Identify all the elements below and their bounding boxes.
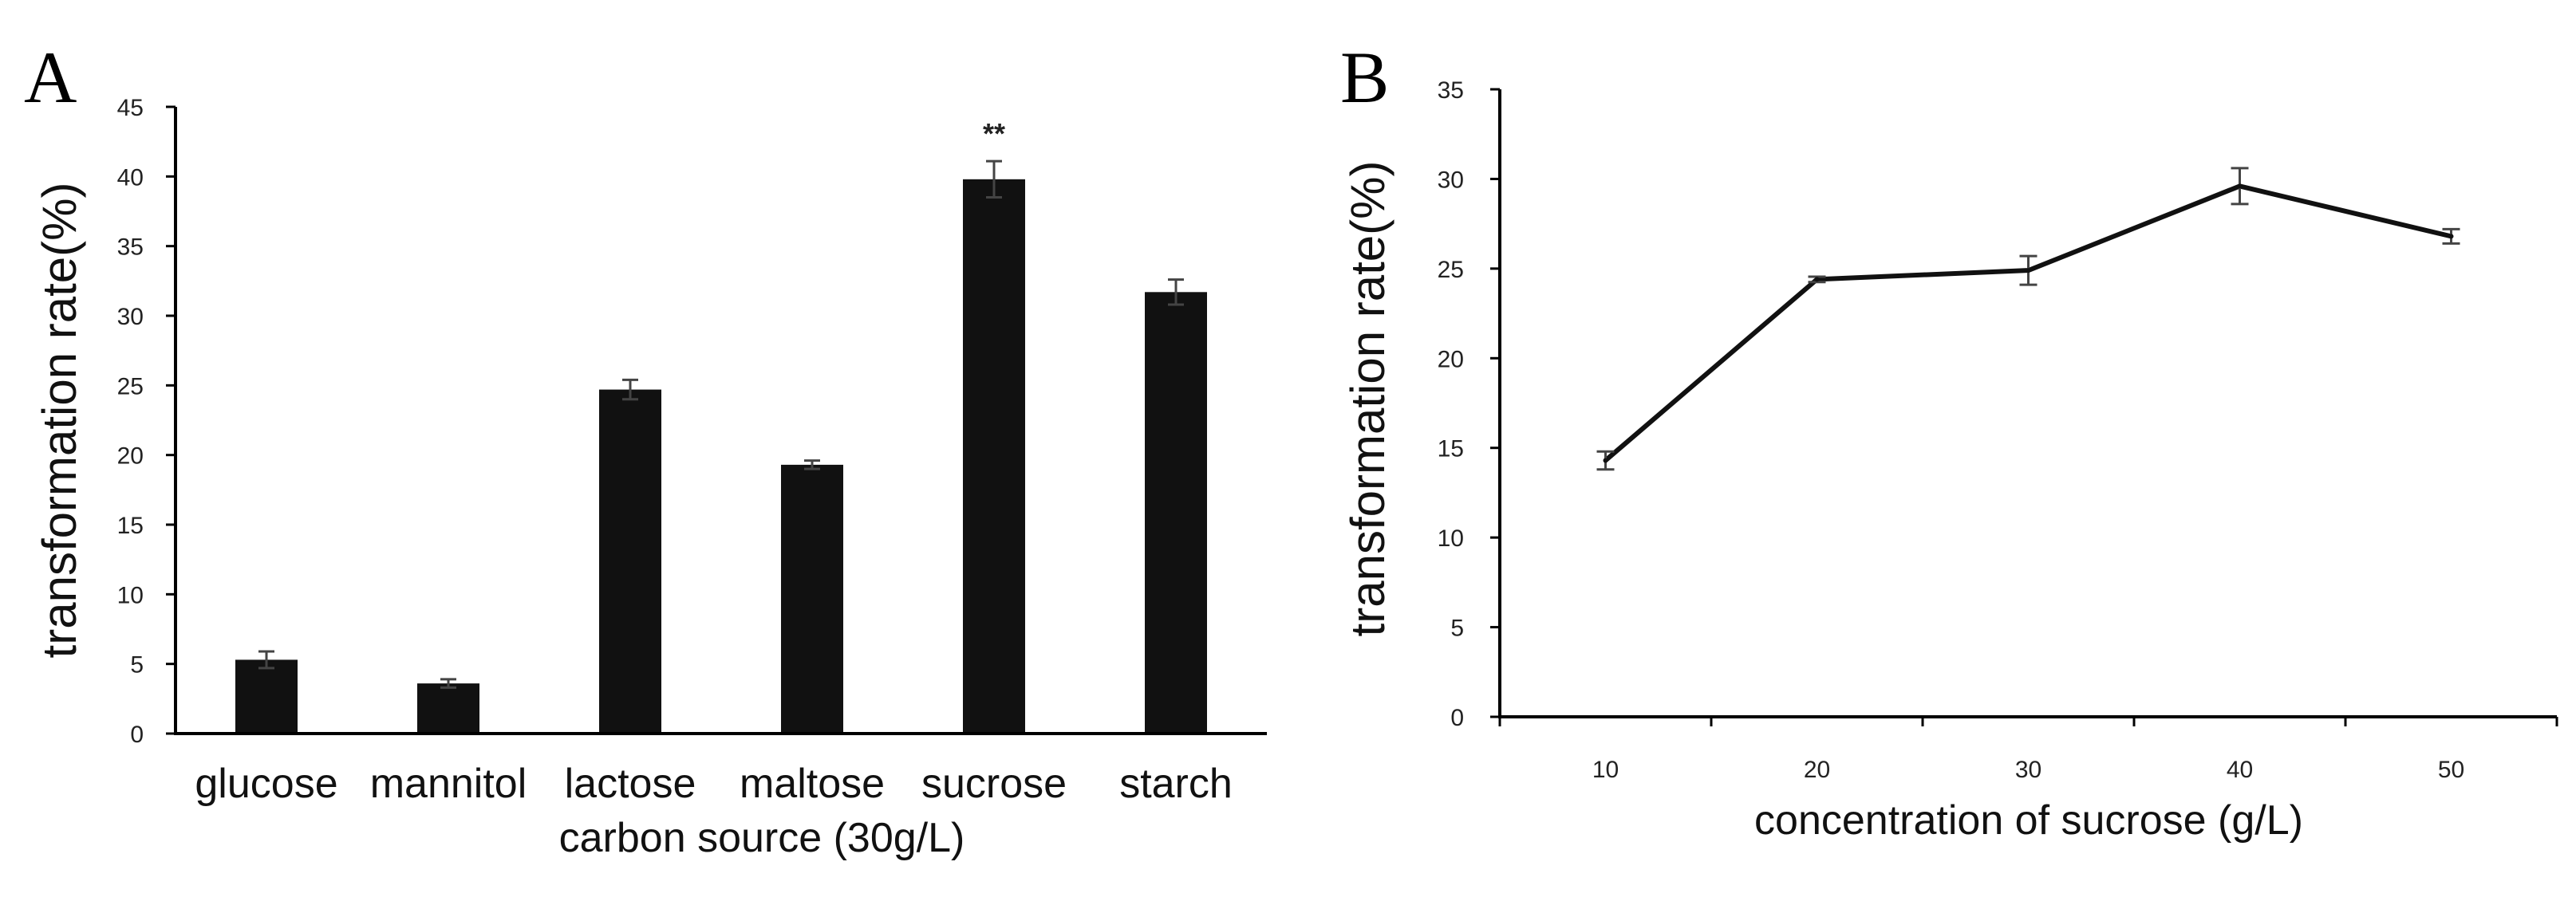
panel-a-y-tick-label: 5	[130, 652, 144, 679]
panel-a-bar	[599, 389, 661, 734]
panel-b-y-tick-label: 15	[1438, 436, 1464, 462]
panel-a-y-tick-label: 20	[117, 443, 144, 470]
panel-b-data-point	[1603, 458, 1608, 463]
panel-b-x-tick-label: 40	[2227, 757, 2253, 783]
panel-b-series	[1596, 167, 2460, 471]
panel-b-x-tick-label: 20	[1804, 757, 1830, 783]
panel-a-x-axis-title: carbon source (30g/L)	[559, 815, 965, 861]
panel-a-label: A	[24, 37, 77, 118]
panel-b-y-tick-label: 10	[1438, 525, 1464, 552]
panel-a-y-tick-label: 30	[117, 304, 144, 330]
panel-a-bar	[1145, 292, 1207, 734]
panel-a-category-label: starch	[1119, 761, 1233, 807]
panel-b-y-tick-label: 20	[1438, 346, 1464, 372]
panel-b-data-point	[2448, 234, 2454, 239]
panel-b-y-tick-label: 25	[1438, 257, 1464, 283]
panel-a-category-label: mannitol	[370, 761, 527, 807]
panel-a-significance-annotation: **	[983, 117, 1005, 150]
panel-b-label: B	[1340, 37, 1389, 118]
panel-a-y-tick-label: 25	[117, 373, 144, 399]
panel-a-bar	[235, 659, 298, 734]
panel-a-y-tick-label: 15	[117, 513, 144, 539]
panel-a-bar-chart: A 0 5 10 15 20 25 30 35 40 45 ** glucose mannitol l…	[24, 37, 1267, 861]
panel-a-category-label: lactose	[565, 761, 696, 807]
panel-b-y-tick-label: 5	[1450, 616, 1464, 642]
panel-b-y-tick-label: 35	[1438, 77, 1464, 104]
panel-b-x-tick-label: 50	[2438, 757, 2464, 783]
panel-b-series-line	[1604, 183, 2452, 462]
panel-a-category-label: sucrose	[921, 761, 1067, 807]
panel-a-bar	[781, 464, 843, 734]
panel-b-data-point	[2237, 183, 2243, 189]
panel-b-y-axis-ticks: 0 5 10 15 20 25 30 35	[1438, 77, 1500, 731]
panel-a-category-label: glucose	[195, 761, 337, 807]
panel-a-y-axis-ticks: 0 5 10 15 20 25 30 35 40 45	[117, 95, 176, 748]
panel-a-y-tick-label: 45	[117, 95, 144, 121]
panel-a-y-tick-label: 10	[117, 582, 144, 608]
panel-b-x-axis-ticks: 10 20 30 40 50	[1498, 717, 2558, 783]
panel-a-category-label: maltose	[740, 761, 885, 807]
panel-a-y-tick-label: 40	[117, 164, 144, 191]
panel-b-x-tick-label: 10	[1592, 757, 1619, 783]
panel-a-x-tick-labels: glucose mannitol lactose maltose sucrose star…	[195, 761, 1232, 807]
panel-b-x-tick-label: 30	[2015, 757, 2041, 783]
panel-b-data-point	[2026, 268, 2031, 273]
panel-a-bar	[417, 683, 479, 734]
panel-a-y-axis-title: transformation rate(%)	[33, 183, 86, 659]
panel-b-y-tick-label: 30	[1438, 167, 1464, 193]
panel-b-data-point	[1814, 277, 1820, 282]
panel-b-line-chart: B 0 5 10 15 20 25 30 35 10 20 30 40 50 transformati…	[1340, 37, 2558, 844]
panel-a-bar	[963, 179, 1025, 734]
panel-a-y-tick-label: 35	[117, 234, 144, 261]
panel-a-y-tick-label: 0	[130, 722, 144, 748]
panel-a-bars: **	[235, 117, 1207, 734]
panel-b-y-axis-title: transformation rate(%)	[1341, 161, 1395, 637]
panel-b-x-axis-title: concentration of sucrose (g/L)	[1754, 797, 2303, 844]
panel-b-y-tick-label: 0	[1450, 705, 1464, 731]
